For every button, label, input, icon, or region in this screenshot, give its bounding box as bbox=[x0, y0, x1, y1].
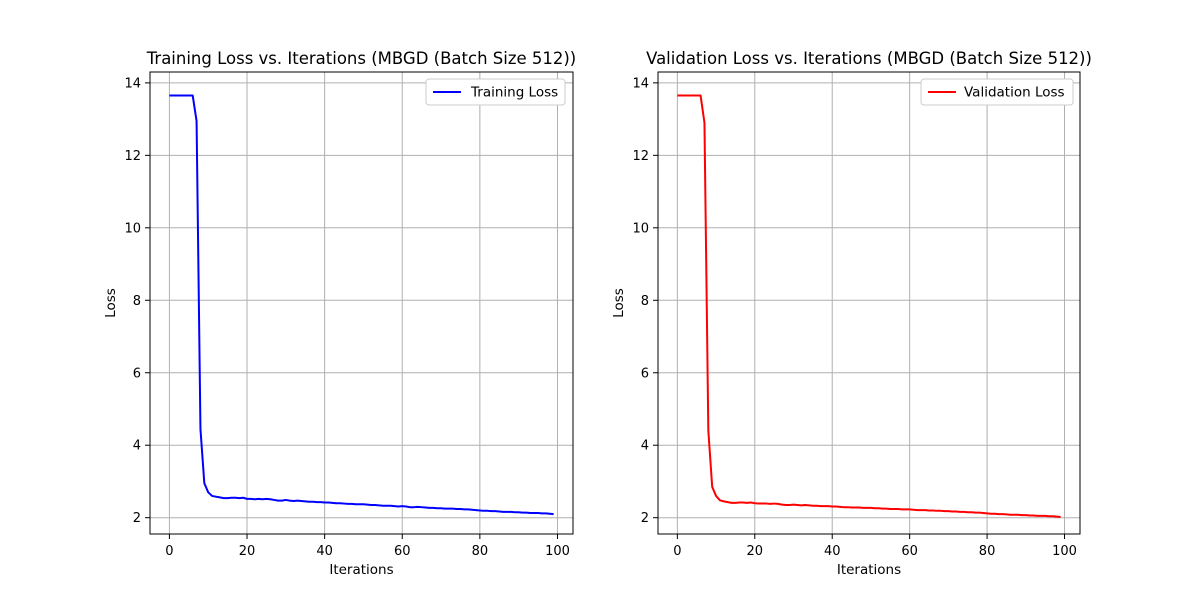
y-tick-label: 4 bbox=[641, 439, 649, 454]
y-tick-label: 14 bbox=[632, 76, 649, 91]
x-tick-label: 100 bbox=[545, 544, 570, 559]
y-axis-label: Loss bbox=[103, 288, 119, 318]
x-tick-label: 100 bbox=[1052, 544, 1077, 559]
axes-frame bbox=[149, 71, 574, 535]
grid bbox=[658, 72, 1080, 534]
x-axis-label: Iterations bbox=[329, 562, 393, 578]
x-tick-label: 0 bbox=[165, 544, 173, 559]
x-tick-label: 80 bbox=[472, 544, 489, 559]
y-axis-ticks: 2 4 6 8 10 12 14 bbox=[632, 76, 658, 526]
y-tick-label: 10 bbox=[632, 221, 649, 236]
x-tick-label: 20 bbox=[747, 544, 764, 559]
y-tick-label: 8 bbox=[133, 294, 141, 309]
legend: Validation Loss bbox=[920, 78, 1074, 106]
training-loss-panel: Training Loss vs. Iterations (MBGD (Batc… bbox=[103, 49, 576, 578]
legend-box bbox=[920, 78, 1074, 106]
axes-frame bbox=[657, 71, 1081, 535]
chart-title: Training Loss vs. Iterations (MBGD (Batc… bbox=[146, 49, 577, 68]
legend-box bbox=[425, 78, 566, 106]
x-tick-label: 40 bbox=[824, 544, 841, 559]
x-tick-label: 60 bbox=[394, 544, 411, 559]
y-axis-label: Loss bbox=[611, 288, 627, 318]
y-tick-label: 6 bbox=[133, 366, 141, 381]
chart-title: Validation Loss vs. Iterations (MBGD (Ba… bbox=[646, 49, 1092, 68]
legend-label: Training Loss bbox=[470, 85, 558, 101]
x-tick-label: 20 bbox=[239, 544, 256, 559]
y-tick-label: 6 bbox=[641, 366, 649, 381]
y-tick-label: 2 bbox=[133, 511, 141, 526]
y-tick-label: 10 bbox=[124, 221, 141, 236]
plot-area bbox=[677, 94, 1061, 518]
x-axis-label: Iterations bbox=[837, 562, 901, 578]
y-tick-label: 12 bbox=[632, 149, 649, 164]
y-tick-label: 12 bbox=[124, 149, 141, 164]
y-tick-label: 14 bbox=[124, 76, 141, 91]
plot-area bbox=[169, 94, 554, 516]
y-tick-label: 4 bbox=[133, 439, 141, 454]
legend: Training Loss bbox=[425, 78, 566, 106]
x-tick-label: 60 bbox=[901, 544, 918, 559]
x-tick-label: 80 bbox=[979, 544, 996, 559]
x-tick-label: 0 bbox=[673, 544, 681, 559]
x-axis-ticks: 0 20 40 60 80 100 bbox=[165, 534, 570, 559]
series-line bbox=[677, 94, 1061, 518]
legend-label: Validation Loss bbox=[964, 85, 1065, 101]
y-tick-label: 8 bbox=[641, 294, 649, 309]
x-tick-label: 40 bbox=[316, 544, 333, 559]
y-axis-ticks: 2 4 6 8 10 12 14 bbox=[124, 76, 150, 526]
series-line bbox=[169, 94, 554, 516]
y-tick-label: 2 bbox=[641, 511, 649, 526]
x-axis-ticks: 0 20 40 60 80 100 bbox=[673, 534, 1077, 559]
validation-loss-panel: Validation Loss vs. Iterations (MBGD (Ba… bbox=[611, 49, 1092, 578]
